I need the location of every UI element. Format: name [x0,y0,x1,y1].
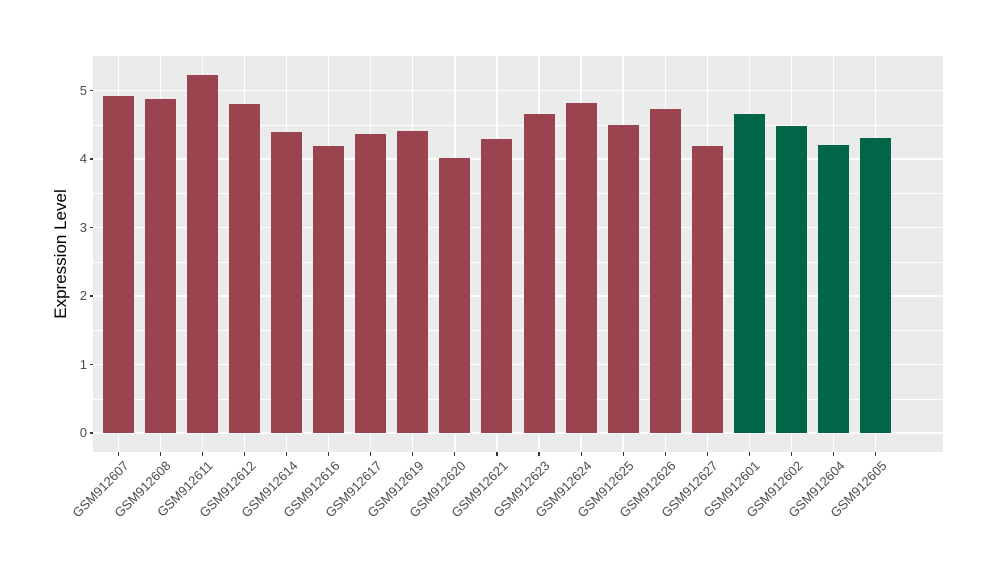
bar-GSM912607 [102,95,134,433]
gridline-horizontal-major [93,295,943,297]
bar-GSM912608 [144,99,176,433]
x-axis-tick [328,452,330,456]
gridline-horizontal-major [93,432,943,434]
y-axis-tick [89,158,93,160]
panel-background [93,56,943,452]
bar-GSM912602 [776,126,807,433]
x-axis-tick [538,452,540,456]
y-axis-tick [89,89,93,92]
gridline-horizontal-major [93,158,943,160]
plot-panel [93,56,943,452]
gridline-horizontal-major [93,363,943,366]
x-axis-tick [622,452,624,456]
bar-GSM912624 [565,102,597,433]
x-axis-tick [159,452,161,456]
x-axis-tick [496,452,498,456]
x-axis-tick [412,452,414,456]
bar-GSM912605 [860,138,892,433]
bar-GSM912617 [355,134,387,433]
gridline-horizontal-minor [93,124,943,126]
bar-GSM912623 [523,113,555,433]
x-axis-tick [285,452,288,456]
y-axis-tick [89,432,93,434]
bar-GSM912611 [186,75,218,433]
bar-GSM912616 [313,145,345,433]
y-axis-tick [89,363,93,366]
y-tick-label: 1 [79,356,87,372]
x-axis-tick [117,452,119,456]
x-axis-tick [790,452,793,456]
x-axis-tick [201,452,203,456]
gridline-horizontal-minor [93,330,943,331]
y-axis-tick [89,226,93,229]
bar-GSM912604 [818,145,850,433]
bar-GSM912601 [733,113,765,433]
x-axis-tick [832,452,835,456]
gridline-horizontal-minor [93,193,943,194]
y-axis-tick [89,295,93,297]
bar-GSM912626 [649,108,681,433]
y-tick-label: 4 [79,151,87,166]
bar-GSM912620 [439,157,471,433]
bar-GSM912625 [607,124,639,433]
x-axis-tick [243,452,246,456]
x-axis-tick [706,452,708,456]
bar-GSM912627 [691,145,723,433]
y-tick-label: 3 [79,219,87,235]
x-axis-tick [664,452,666,456]
gridline-horizontal-minor [93,261,943,263]
y-tick-label: 5 [79,82,87,98]
x-axis-tick [580,452,582,456]
y-tick-label: 2 [79,288,87,303]
x-axis-tick [748,452,751,456]
gridline-horizontal-minor [93,398,943,400]
bar-GSM912614 [271,131,303,433]
bar-GSM912619 [397,130,429,433]
y-tick-label: 0 [79,425,87,440]
x-axis-tick [370,452,372,456]
bar-GSM912621 [481,139,513,433]
gridline-horizontal-major [93,226,943,229]
gridline-horizontal-major [93,89,943,92]
x-axis-tick [875,452,877,456]
bar-GSM912612 [228,103,260,433]
x-axis-tick [454,452,456,456]
